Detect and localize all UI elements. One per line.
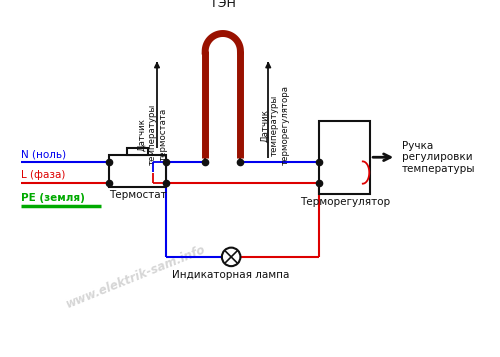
Text: Датчик
температуры
терморегулятора: Датчик температуры терморегулятора — [260, 85, 290, 165]
Text: PE (земля): PE (земля) — [20, 193, 84, 203]
Text: Датчик
температуры
термостата: Датчик температуры термостата — [138, 104, 168, 165]
Bar — [319, 121, 370, 194]
Text: www.elektrik-sam.info: www.elektrik-sam.info — [64, 242, 208, 311]
Text: L (фаза): L (фаза) — [20, 170, 65, 180]
Text: Индикаторная лампа: Индикаторная лампа — [172, 270, 290, 280]
Circle shape — [222, 248, 240, 266]
Text: N (ноль): N (ноль) — [20, 150, 66, 160]
Text: Термостат: Термостат — [108, 190, 166, 200]
Bar — [128, 147, 148, 155]
Text: Терморегулятор: Терморегулятор — [300, 197, 390, 207]
Text: ТЭН: ТЭН — [210, 0, 236, 10]
Text: Ручка
регулировки
температуры: Ручка регулировки температуры — [402, 141, 475, 174]
Bar — [109, 155, 166, 187]
